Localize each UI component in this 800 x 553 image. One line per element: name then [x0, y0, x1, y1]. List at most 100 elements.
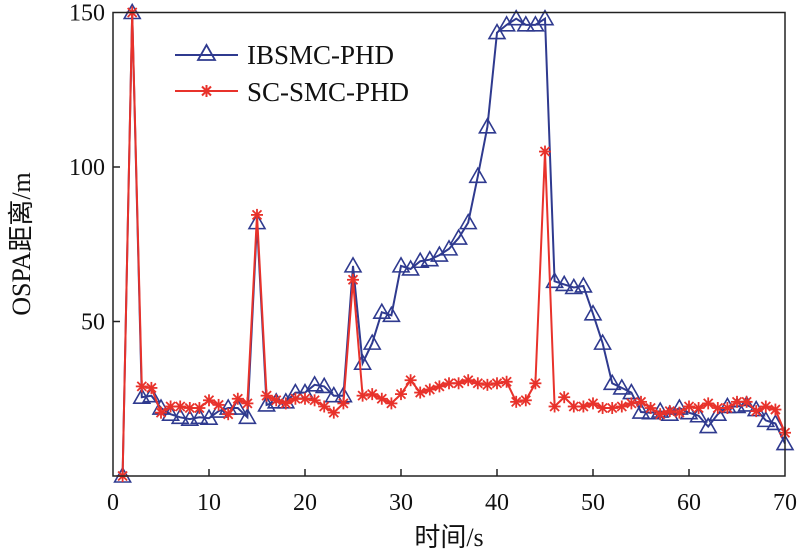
- x-tick-label: 30: [389, 490, 413, 516]
- data-point-star: [193, 402, 206, 415]
- data-point-star: [433, 380, 446, 393]
- data-point-triangle: [506, 9, 526, 26]
- data-point-triangle: [372, 302, 392, 320]
- y-tick-label: 100: [69, 155, 105, 181]
- data-point-star: [615, 400, 628, 413]
- data-point-triangle: [497, 15, 516, 32]
- data-point-star: [251, 208, 263, 221]
- data-point-star: [423, 383, 436, 396]
- data-point-triangle: [756, 410, 776, 428]
- series-layer: [113, 2, 795, 483]
- data-point-triangle: [439, 239, 459, 256]
- data-point-triangle: [602, 373, 622, 391]
- data-point-star: [663, 405, 676, 418]
- legend: IBSMC-PHD SC-SMC-PHD: [175, 40, 409, 107]
- data-point-triangle: [689, 406, 708, 423]
- data-point-triangle: [766, 413, 785, 431]
- data-point-star: [558, 391, 571, 404]
- x-tick-label: 40: [485, 490, 509, 516]
- data-point-triangle: [554, 274, 574, 292]
- data-point-star: [471, 377, 484, 390]
- data-point-star: [385, 397, 398, 410]
- data-point-star: [491, 377, 503, 390]
- data-point-triangle: [353, 353, 372, 371]
- data-point-star: [366, 388, 379, 401]
- data-point-triangle: [190, 407, 209, 425]
- data-point-star: [174, 400, 187, 413]
- data-point-star: [740, 395, 753, 408]
- data-point-star: [654, 408, 667, 421]
- legend-label-scsmc: SC-SMC-PHD: [247, 77, 409, 107]
- ticks-layer: 0 10 20 30 40 50 60 70 50 100 150: [69, 1, 797, 517]
- data-point-star: [347, 273, 359, 286]
- data-point-star: [337, 397, 350, 410]
- data-point-star: [308, 394, 321, 407]
- data-point-star: [759, 400, 772, 413]
- data-point-star: [500, 375, 513, 388]
- data-point-triangle: [458, 213, 478, 230]
- data-point-star: [164, 400, 177, 413]
- data-point-star: [673, 406, 686, 419]
- data-point-star: [203, 394, 215, 407]
- data-point-star: [683, 400, 695, 413]
- data-point-triangle: [478, 117, 497, 134]
- data-point-star: [644, 402, 657, 415]
- data-point-triangle: [142, 386, 161, 403]
- data-point-star: [721, 402, 734, 415]
- data-point-triangle: [574, 276, 593, 293]
- data-point-star: [395, 388, 407, 401]
- x-tick-label: 10: [197, 490, 221, 516]
- data-point-star: [481, 378, 494, 391]
- data-point-star: [279, 397, 292, 410]
- data-point-star: [769, 403, 782, 416]
- data-point-triangle: [420, 250, 440, 267]
- data-point-star: [222, 408, 235, 421]
- data-point-star: [414, 386, 427, 399]
- data-point-star: [702, 397, 715, 410]
- data-point-triangle: [449, 228, 468, 245]
- data-point-triangle: [535, 9, 555, 26]
- data-point-triangle: [737, 395, 756, 412]
- y-axis-label: OSPA距离/m: [7, 172, 36, 316]
- data-point-star: [750, 405, 763, 418]
- data-point-star: [327, 406, 340, 419]
- legend-marker-star-icon: [200, 85, 213, 97]
- data-point-star: [577, 400, 590, 413]
- data-point-star: [212, 398, 225, 411]
- data-point-star: [635, 395, 647, 408]
- data-point-star: [404, 374, 417, 387]
- data-point-triangle: [468, 166, 488, 184]
- data-point-star: [519, 394, 532, 407]
- data-point-star: [155, 406, 167, 419]
- data-point-star: [692, 402, 705, 415]
- data-point-star: [625, 397, 638, 410]
- data-point-triangle: [631, 402, 651, 419]
- data-point-star: [231, 392, 244, 405]
- data-point-triangle: [583, 304, 603, 321]
- data-point-triangle: [362, 333, 382, 350]
- data-point-star: [356, 389, 369, 402]
- data-point-triangle: [305, 375, 324, 392]
- data-point-star: [510, 395, 523, 408]
- data-point-triangle: [391, 256, 411, 273]
- x-axis-label: 时间/s: [414, 523, 483, 552]
- data-point-star: [183, 402, 196, 415]
- x-tick-label: 0: [107, 490, 119, 516]
- data-point-star: [135, 380, 148, 393]
- plot-frame: [112, 11, 786, 477]
- data-point-triangle: [612, 378, 632, 395]
- x-tick-label: 50: [581, 490, 605, 516]
- data-point-star: [529, 377, 542, 390]
- x-tick-label: 60: [677, 490, 701, 516]
- data-point-star: [462, 374, 475, 387]
- data-point-star: [587, 397, 599, 410]
- data-point-star: [539, 145, 551, 158]
- x-tick-label: 20: [293, 490, 317, 516]
- data-point-star: [375, 392, 388, 405]
- data-point-triangle: [526, 15, 545, 32]
- data-point-star: [548, 400, 561, 413]
- y-tick-label: 150: [69, 1, 105, 27]
- data-point-triangle: [324, 386, 344, 403]
- data-point-triangle: [382, 305, 401, 323]
